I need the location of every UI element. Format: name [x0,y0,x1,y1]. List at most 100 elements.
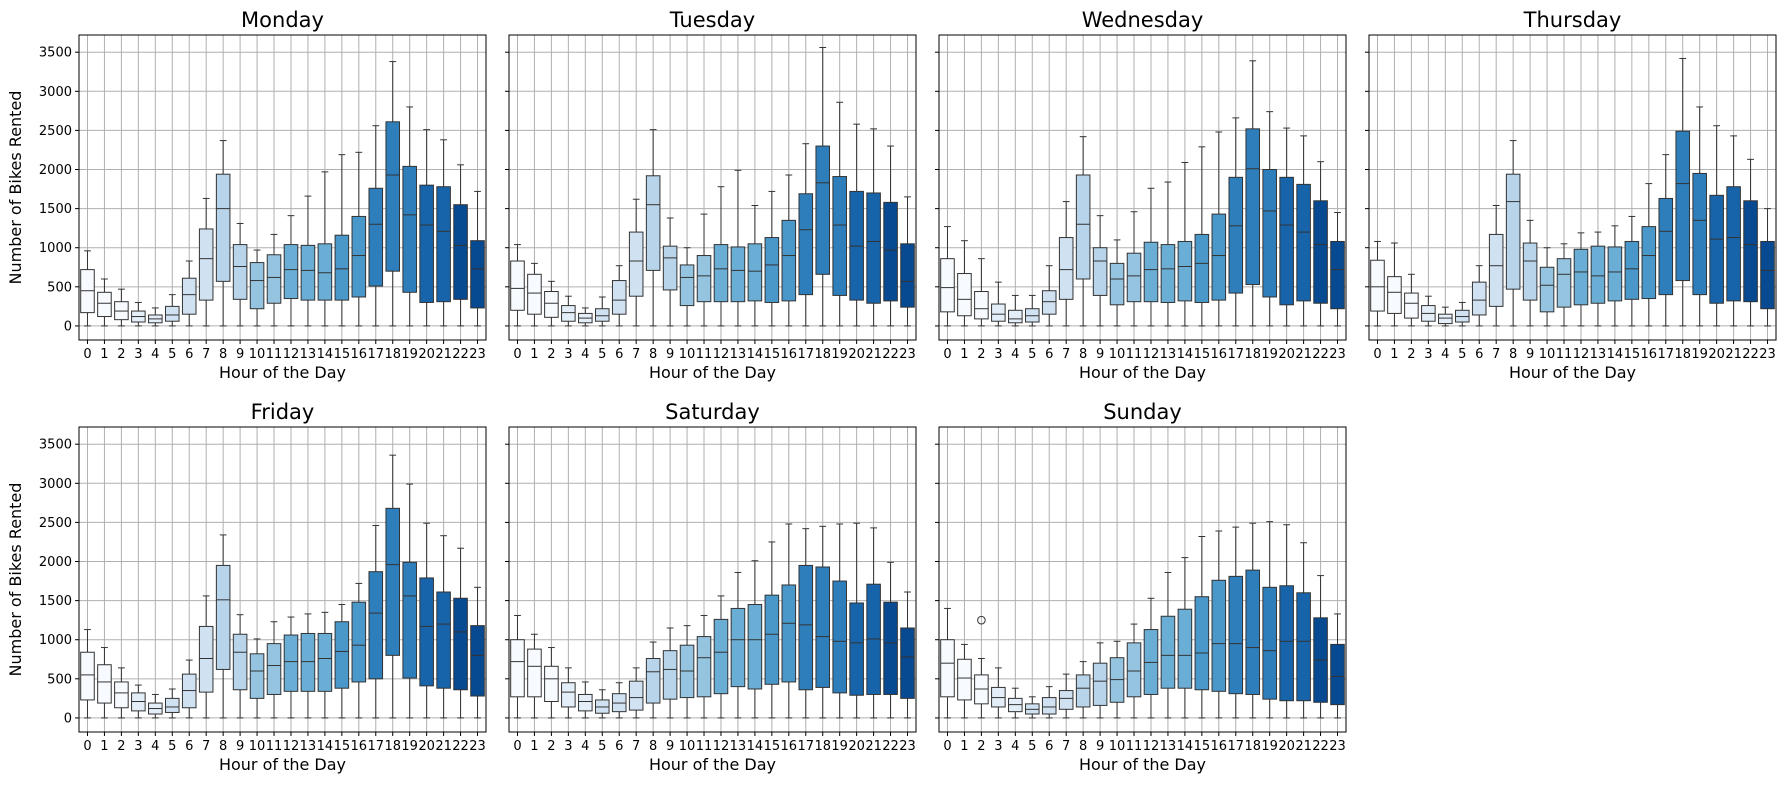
box-hour-4 [578,681,593,719]
x-tick-label: 1 [530,739,538,754]
x-tick-label: 2 [977,347,985,362]
box-iqr [544,665,559,702]
x-tick-label: 23 [899,347,916,362]
box-iqr [436,186,451,303]
box-hour-13 [300,195,316,327]
box-iqr [866,192,881,304]
box-hour-18 [815,47,831,327]
box-hour-0 [510,614,525,719]
x-tick-label: 20 [1708,347,1725,362]
x-tick-label: 20 [848,347,865,362]
x-tick-label: 4 [581,739,589,754]
box-hour-15 [334,604,350,719]
x-tick-label: 19 [1261,739,1278,754]
x-tick-label: 3 [134,739,142,754]
panel-title: Thursday [1523,8,1622,32]
x-tick-label: 13 [300,739,317,754]
x-tick-label: 5 [168,739,176,754]
box-iqr [317,243,333,301]
x-tick-label: 17 [1657,347,1674,362]
box-hour-6 [181,659,197,719]
box-iqr [334,621,350,689]
x-tick-label: 7 [202,739,210,754]
x-tick-label: 7 [1492,347,1500,362]
box-hour-11 [266,233,282,327]
box-hour-2 [974,258,989,327]
x-tick-label: 17 [367,347,384,362]
x-tick-label: 8 [219,739,227,754]
x-tick-label: 1 [1390,347,1398,362]
box-iqr [1330,643,1345,706]
box-hour-5 [594,689,610,719]
box-iqr [453,597,468,691]
box-hour-17 [368,125,384,327]
x-tick-label: 10 [679,347,696,362]
box-iqr [1245,128,1261,285]
box-iqr [249,262,265,310]
x-tick-label: 16 [1211,347,1228,362]
x-tick-label: 22 [882,347,899,362]
x-tick-label: 15 [1194,739,1211,754]
box-hour-7 [1058,673,1074,719]
box-iqr [1296,183,1311,302]
box-iqr [764,237,780,303]
box-hour-9 [1092,215,1108,327]
box-hour-10 [679,247,695,327]
box-hour-17 [1228,526,1244,719]
box-hour-4 [148,307,163,327]
box-iqr [645,175,661,271]
x-tick-label: 10 [249,739,266,754]
box-hour-3 [561,295,576,327]
box-hour-11 [1556,243,1572,327]
box-hour-20 [1709,125,1724,327]
x-tick-label: 18 [384,739,401,754]
box-iqr [436,591,451,689]
box-hour-6 [611,265,627,327]
box-iqr [1228,575,1244,695]
box-iqr [317,632,333,692]
x-tick-label: 22 [1742,347,1759,362]
x-tick-label: 12 [1143,739,1160,754]
box-hour-12 [713,595,729,719]
box-hour-11 [1126,211,1142,327]
box-iqr [798,564,814,691]
box-hour-19 [402,106,417,327]
x-tick-label: 14 [317,347,334,362]
box-hour-22 [453,547,468,719]
box-iqr [249,653,265,699]
x-tick-label: 9 [666,739,674,754]
box-iqr [815,145,831,275]
x-axis-label: Hour of the Day [649,755,776,774]
box-iqr [470,240,485,309]
box-iqr [283,244,299,300]
box-hour-14 [1177,557,1193,719]
box-iqr [1624,240,1640,300]
x-axis-label: Hour of the Day [1079,755,1206,774]
x-tick-label: 1 [530,347,538,362]
box-iqr [940,258,955,313]
box-hour-10 [1109,239,1125,327]
box-hour-12 [1573,232,1589,327]
box-iqr [198,228,214,301]
box-hour-13 [730,169,746,327]
box-iqr [1279,176,1294,306]
x-tick-label: 19 [831,347,848,362]
box-iqr [1709,194,1724,304]
x-tick-label: 0 [943,739,951,754]
box-iqr [351,601,367,683]
box-iqr [215,564,231,670]
x-tick-label: 4 [1011,347,1019,362]
box-iqr [696,636,712,698]
box-iqr [713,618,729,695]
box-iqr [232,633,248,691]
box-hour-20 [849,123,864,327]
box-iqr [1109,262,1125,306]
x-tick-label: 19 [401,347,418,362]
x-tick-label: 17 [797,347,814,362]
x-tick-label: 5 [168,347,176,362]
x-tick-label: 18 [384,347,401,362]
axes-frame [78,426,487,733]
box-iqr [1505,173,1521,290]
x-tick-label: 13 [730,347,747,362]
